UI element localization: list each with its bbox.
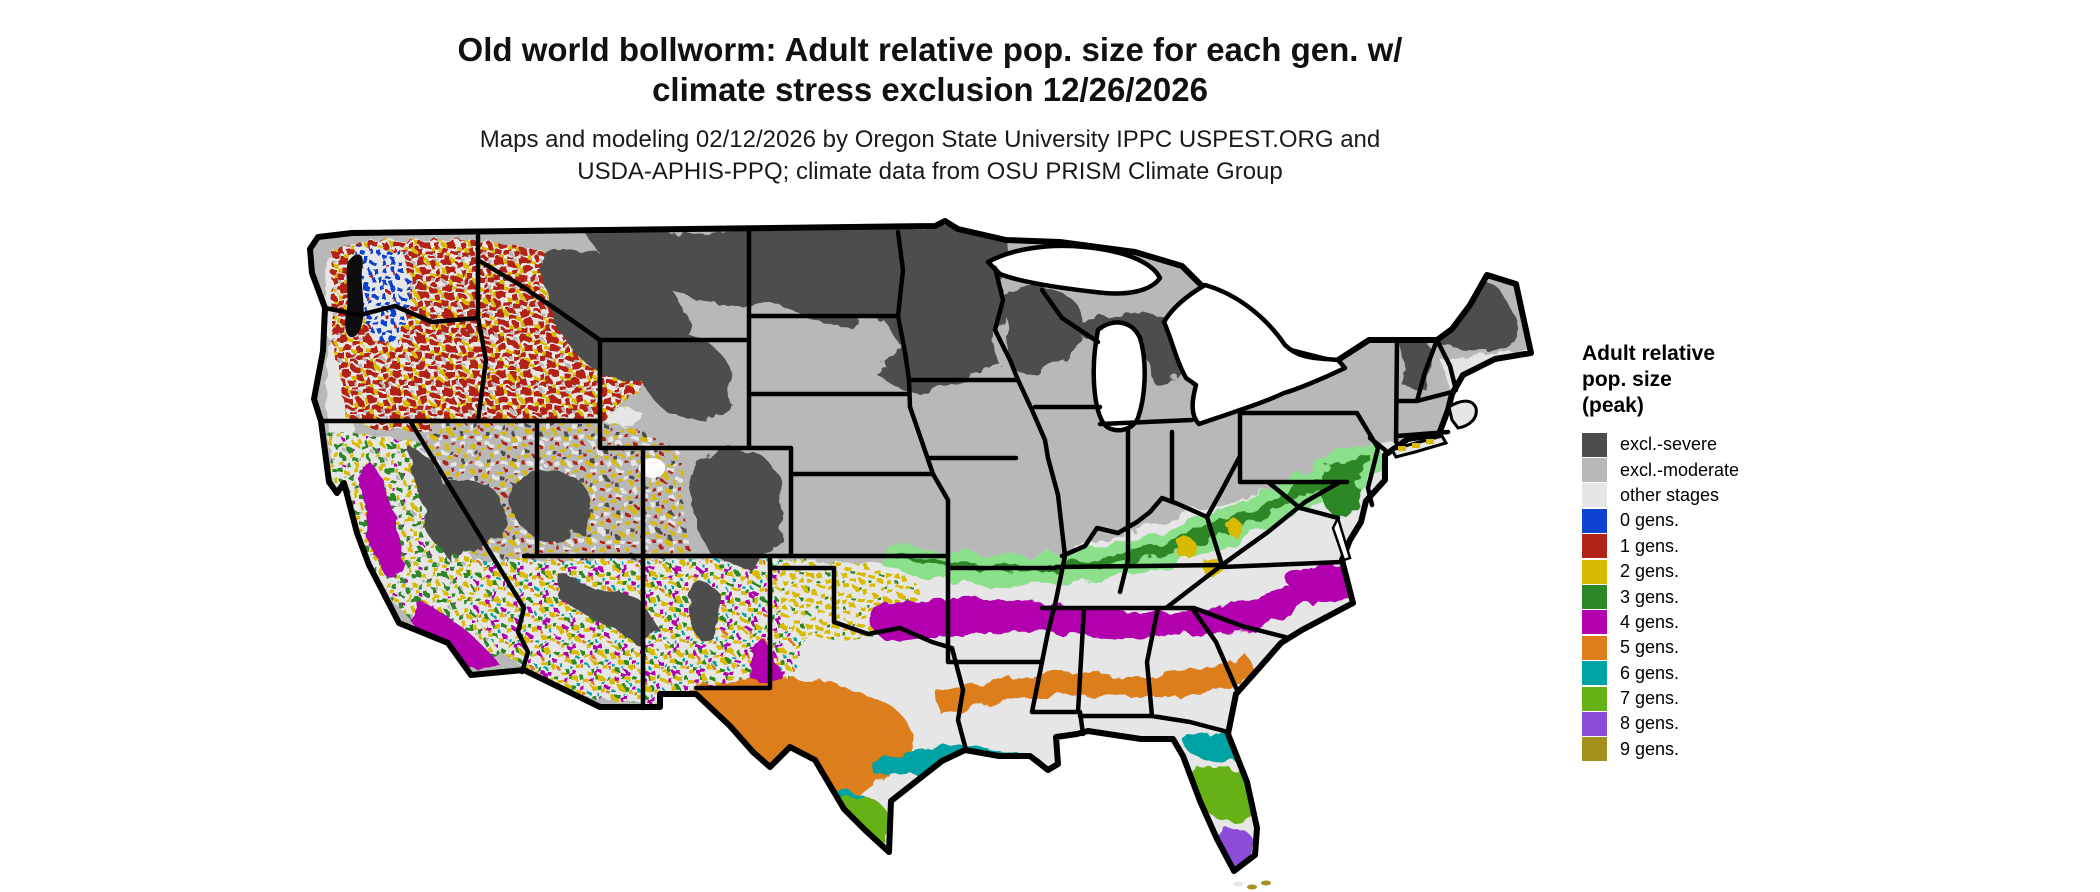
chesapeake-bay	[1331, 514, 1352, 562]
lake-superior	[985, 243, 1163, 296]
legend-swatch-2-gens	[1582, 559, 1607, 584]
page-subtitle: Maps and modeling 02/12/2026 by Oregon S…	[290, 124, 1570, 188]
legend-title-line-2: pop. size	[1582, 368, 1672, 391]
legend-item-0-gens: 0 gens.	[1582, 508, 1882, 533]
legend-label-9-gens: 9 gens.	[1620, 738, 1680, 759]
legend-swatch-8-gens	[1582, 711, 1607, 736]
subtitle-line-1: Maps and modeling 02/12/2026 by Oregon S…	[479, 126, 1381, 153]
lake-michigan	[1091, 320, 1147, 433]
legend-swatch-5-gens	[1582, 635, 1607, 660]
legend-swatch-4-gens	[1582, 610, 1607, 635]
puget-sound	[345, 254, 364, 338]
legend-item-5-gens: 5 gens.	[1582, 635, 1882, 660]
legend-label-3-gens: 3 gens.	[1620, 586, 1680, 607]
legend-label-2-gens: 2 gens.	[1620, 561, 1680, 582]
state-borders	[318, 229, 1459, 753]
legend-label-0-gens: 0 gens.	[1620, 510, 1680, 531]
legend-item-6-gens: 6 gens.	[1582, 661, 1882, 686]
legend-label-6-gens: 6 gens.	[1620, 662, 1680, 683]
legend-item-1-gens: 1 gens.	[1582, 534, 1882, 559]
florida-keys	[1233, 880, 1271, 890]
legend-item-7-gens: 7 gens.	[1582, 686, 1882, 711]
band-8-gens	[851, 827, 1258, 869]
legend-label-8-gens: 8 gens.	[1620, 713, 1680, 734]
legend-swatch-7-gens	[1582, 686, 1607, 711]
coastal-islands	[1233, 399, 1478, 890]
legend-item-3-gens: 3 gens.	[1582, 584, 1882, 610]
legend-swatch-1-gens	[1582, 534, 1607, 559]
title-line-1: Old world bollworm: Adult relative pop. …	[457, 31, 1403, 68]
great-lakes	[985, 243, 1348, 433]
legend-title-line-3: (peak)	[1582, 394, 1644, 417]
legend-label-excl-moderate: excl.-moderate	[1620, 459, 1740, 480]
legend-swatch-excl-severe	[1582, 432, 1607, 457]
legend-label-4-gens: 4 gens.	[1620, 611, 1680, 632]
cape-cod	[1447, 399, 1478, 430]
lake-huron-erie-ontario	[1161, 282, 1348, 427]
legend-item-excl-moderate: excl.-moderate	[1582, 457, 1882, 483]
legend-item-excl-severe: excl.-severe	[1582, 432, 1882, 457]
legend-swatch-6-gens	[1582, 661, 1607, 686]
region-north-cascades-blue	[355, 245, 412, 345]
legend-item-2-gens: 2 gens.	[1582, 559, 1882, 584]
legend-label-5-gens: 5 gens.	[1620, 637, 1680, 658]
great-salt-lake	[639, 458, 665, 478]
legend-label-1-gens: 1 gens.	[1620, 535, 1680, 556]
legend: Adult relative pop. size (peak) excl.-se…	[1582, 341, 1882, 762]
legend-item-4-gens: 4 gens.	[1582, 610, 1882, 635]
legend-label-other-stages: other stages	[1620, 484, 1720, 505]
page-title: Old world bollworm: Adult relative pop. …	[290, 30, 1570, 110]
specks-2-gens-appalachia	[1175, 519, 1243, 578]
legend-label-excl-severe: excl.-severe	[1620, 434, 1718, 455]
map-fill-layers	[310, 221, 1531, 871]
subtitle-line-2: USDA-APHIS-PPQ; climate data from OSU PR…	[577, 158, 1283, 185]
legend-items: excl.-severe excl.-moderate other stages…	[1582, 432, 1882, 762]
legend-item-other-stages: other stages	[1582, 483, 1882, 508]
band-3-gens	[884, 440, 1386, 585]
legend-item-8-gens: 8 gens.	[1582, 711, 1882, 736]
title-line-2: climate stress exclusion 12/26/2026	[652, 71, 1208, 108]
legend-swatch-0-gens	[1582, 508, 1607, 533]
legend-swatch-3-gens	[1582, 585, 1607, 610]
legend-label-7-gens: 7 gens.	[1620, 688, 1680, 709]
us-outline	[307, 218, 1534, 874]
legend-title-line-1: Adult relative	[1582, 342, 1716, 365]
legend-swatch-other-stages	[1582, 483, 1607, 508]
ca-magenta-valley	[360, 460, 500, 672]
legend-item-9-gens: 9 gens.	[1582, 737, 1882, 762]
legend-swatch-excl-moderate	[1582, 458, 1607, 483]
legend-swatch-9-gens	[1582, 737, 1607, 762]
